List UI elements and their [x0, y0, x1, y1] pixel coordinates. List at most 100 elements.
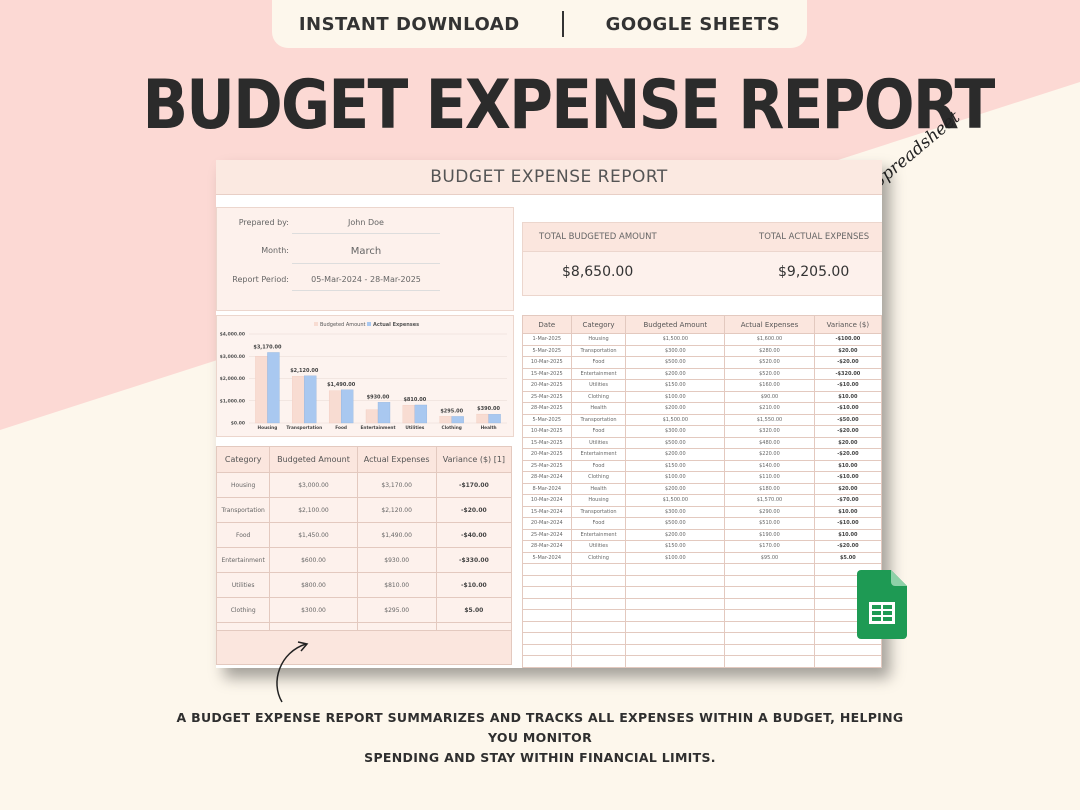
table-cell[interactable]: Clothing [570, 390, 627, 403]
table-cell[interactable]: $500.00 [625, 356, 726, 369]
table-cell[interactable]: $300.00 [269, 597, 358, 623]
table-cell[interactable]: -$10.00 [813, 379, 882, 392]
tx-header-cell[interactable]: Date [522, 315, 572, 334]
empty-cell[interactable] [813, 655, 882, 668]
table-cell[interactable]: -$10.00 [813, 471, 882, 484]
empty-cell[interactable] [570, 620, 627, 633]
empty-cell[interactable] [724, 563, 815, 576]
empty-cell[interactable] [522, 643, 572, 656]
empty-cell[interactable] [625, 632, 726, 645]
table-cell[interactable]: Utilities [570, 540, 627, 553]
table-cell[interactable]: $180.00 [724, 482, 815, 495]
table-cell[interactable]: 28-Mar-2024 [522, 540, 572, 553]
table-cell[interactable]: Clothing [216, 597, 271, 623]
table-cell[interactable]: $20.00 [813, 482, 882, 495]
table-cell[interactable]: $20.00 [813, 344, 882, 357]
table-cell[interactable]: 25-Mar-2025 [522, 459, 572, 472]
empty-cell[interactable] [522, 620, 572, 633]
table-cell[interactable]: Food [570, 425, 627, 438]
table-cell[interactable]: $110.00 [724, 471, 815, 484]
empty-cell[interactable] [625, 620, 726, 633]
table-cell[interactable]: 20-Mar-2025 [522, 379, 572, 392]
tx-header-cell[interactable]: Category [570, 315, 627, 334]
table-cell[interactable]: 15-Mar-2024 [522, 505, 572, 518]
empty-cell[interactable] [522, 666, 572, 668]
empty-cell[interactable] [625, 643, 726, 656]
month-value[interactable]: March [292, 246, 440, 264]
table-cell[interactable]: Entertainment [570, 528, 627, 541]
empty-cell[interactable] [570, 597, 627, 610]
empty-cell[interactable] [625, 597, 726, 610]
table-cell[interactable]: $280.00 [724, 344, 815, 357]
tx-header-cell[interactable]: Budgeted Amount [625, 315, 726, 334]
table-cell[interactable]: $200.00 [625, 482, 726, 495]
table-cell[interactable]: Utilities [216, 572, 271, 598]
table-cell[interactable]: $200.00 [625, 367, 726, 380]
table-cell[interactable]: $500.00 [625, 517, 726, 530]
empty-cell[interactable] [724, 620, 815, 633]
empty-cell[interactable] [522, 597, 572, 610]
table-cell[interactable]: Transportation [570, 344, 627, 357]
empty-cell[interactable] [724, 655, 815, 668]
empty-cell[interactable] [724, 609, 815, 622]
table-cell[interactable]: $220.00 [724, 448, 815, 461]
table-cell[interactable]: $150.00 [625, 459, 726, 472]
empty-cell[interactable] [570, 643, 627, 656]
table-cell[interactable]: $510.00 [724, 517, 815, 530]
empty-cell[interactable] [522, 563, 572, 576]
table-cell[interactable]: $210.00 [724, 402, 815, 415]
table-cell[interactable]: 15-Mar-2025 [522, 367, 572, 380]
table-cell[interactable]: -$100.00 [813, 333, 882, 346]
cat-header-cell[interactable]: Actual Expenses [356, 446, 437, 473]
table-cell[interactable]: $100.00 [625, 390, 726, 403]
table-cell[interactable]: Transportation [570, 413, 627, 426]
empty-cell[interactable] [625, 586, 726, 599]
table-cell[interactable]: $100.00 [625, 551, 726, 564]
table-cell[interactable]: 10-Mar-2025 [522, 356, 572, 369]
table-cell[interactable]: Entertainment [570, 367, 627, 380]
empty-cell[interactable] [724, 643, 815, 656]
table-cell[interactable]: $160.00 [724, 379, 815, 392]
table-cell[interactable]: 10-Mar-2024 [522, 494, 572, 507]
table-cell[interactable]: $200.00 [625, 448, 726, 461]
table-cell[interactable]: $320.00 [724, 425, 815, 438]
table-cell[interactable]: Clothing [570, 471, 627, 484]
table-cell[interactable]: Utilities [570, 436, 627, 449]
table-cell[interactable]: $10.00 [813, 528, 882, 541]
table-cell[interactable]: 5-Mar-2025 [522, 344, 572, 357]
table-cell[interactable]: -$20.00 [435, 497, 513, 523]
empty-cell[interactable] [570, 563, 627, 576]
table-cell[interactable]: $1,500.00 [625, 494, 726, 507]
table-cell[interactable]: $5.00 [813, 551, 882, 564]
table-cell[interactable]: Transportation [570, 505, 627, 518]
table-cell[interactable]: $1,490.00 [356, 522, 437, 548]
cat-header-cell[interactable]: Budgeted Amount [269, 446, 358, 473]
empty-cell[interactable] [522, 655, 572, 668]
table-cell[interactable]: -$10.00 [813, 402, 882, 415]
table-cell[interactable]: Food [570, 356, 627, 369]
table-cell[interactable]: $520.00 [724, 356, 815, 369]
table-cell[interactable]: $1,550.00 [724, 413, 815, 426]
table-cell[interactable]: -$170.00 [435, 472, 513, 498]
table-cell[interactable]: 28-Mar-2025 [522, 402, 572, 415]
empty-cell[interactable] [813, 643, 882, 656]
table-cell[interactable]: $170.00 [724, 540, 815, 553]
table-cell[interactable]: 5-Mar-2024 [522, 551, 572, 564]
table-cell[interactable]: $1,500.00 [625, 413, 726, 426]
table-cell[interactable]: $290.00 [724, 505, 815, 518]
table-cell[interactable]: -$20.00 [813, 425, 882, 438]
empty-cell[interactable] [522, 632, 572, 645]
table-cell[interactable]: 25-Mar-2024 [522, 528, 572, 541]
table-cell[interactable]: $3,170.00 [356, 472, 437, 498]
table-cell[interactable]: 10-Mar-2025 [522, 425, 572, 438]
table-cell[interactable]: $480.00 [724, 436, 815, 449]
table-cell[interactable]: Housing [570, 494, 627, 507]
empty-cell[interactable] [724, 574, 815, 587]
table-cell[interactable]: $295.00 [356, 597, 437, 623]
table-cell[interactable]: $5.00 [435, 597, 513, 623]
table-cell[interactable]: $1,500.00 [625, 333, 726, 346]
table-cell[interactable]: Entertainment [216, 547, 271, 573]
table-cell[interactable]: -$20.00 [813, 356, 882, 369]
table-cell[interactable]: $800.00 [269, 572, 358, 598]
table-cell[interactable]: $140.00 [724, 459, 815, 472]
